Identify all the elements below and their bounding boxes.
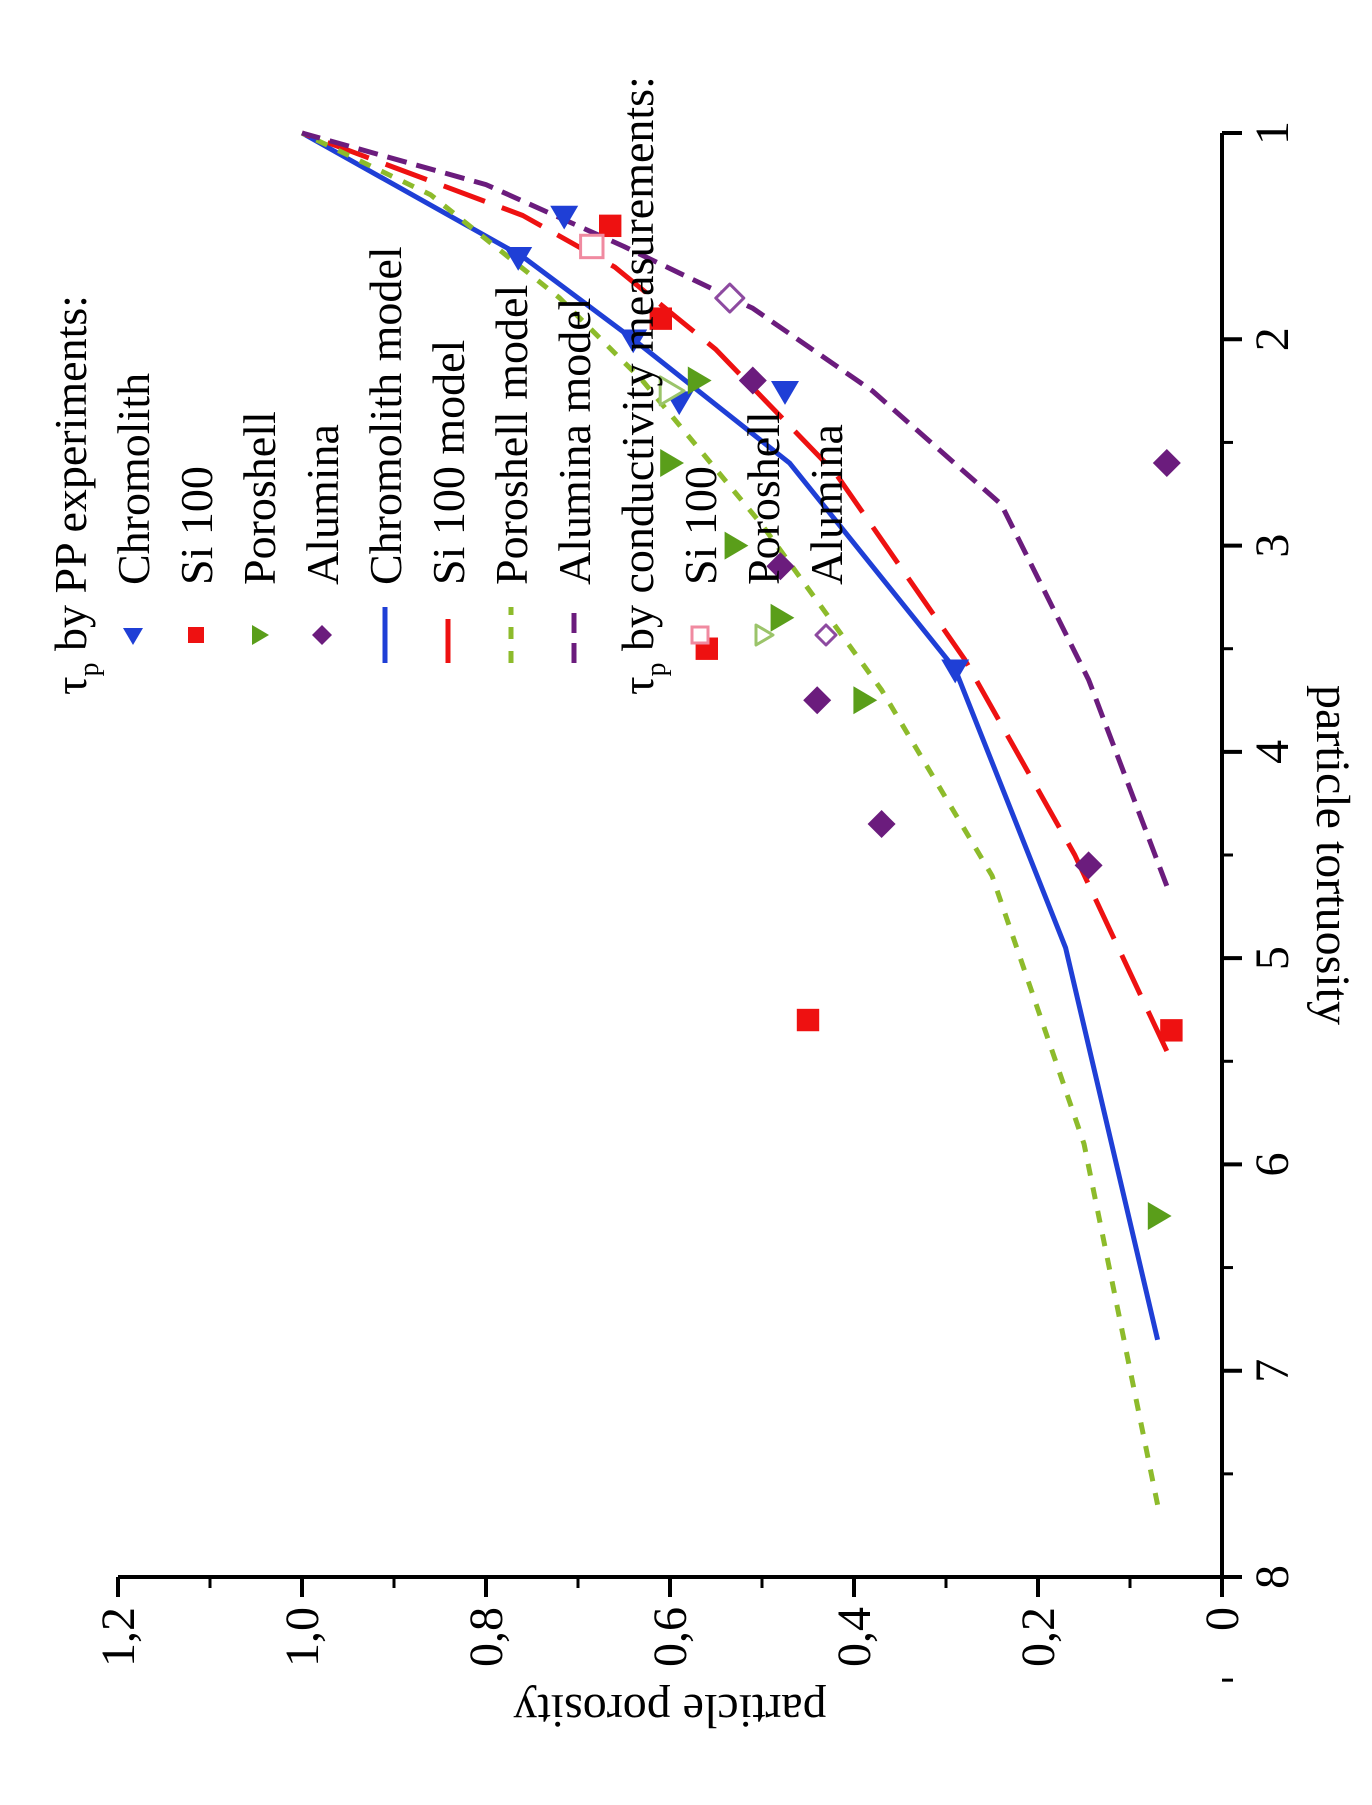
legend: τp by PP experiments: Chromolith Si 100 Por… <box>45 76 852 695</box>
data-point-chromolith <box>941 659 970 684</box>
data-point-alumina <box>803 686 832 715</box>
x-axis-title: particle tortuosity <box>1306 685 1359 1025</box>
data-point-alumina <box>1152 449 1181 478</box>
data-point-chromolith <box>619 329 648 354</box>
data-point-chromolith <box>550 205 579 230</box>
x-tick-label: 3 <box>1246 534 1299 558</box>
data-point-poroshell <box>724 531 749 560</box>
data-point-si-100 <box>1160 1019 1183 1042</box>
x-tick-label: 2 <box>1246 327 1299 351</box>
legend-swatch-marker <box>814 623 838 647</box>
legend-entry-label: Alumina <box>297 424 348 585</box>
legend-entry-label: Chromolith model <box>360 246 411 585</box>
legend-swatch-marker <box>754 623 775 647</box>
x-tick-label: 4 <box>1246 740 1299 764</box>
data-markers <box>504 205 1183 1230</box>
data-point-poroshell <box>660 449 684 478</box>
legend-group-title: τp by conductivity measurements: <box>612 76 672 695</box>
data-point-chromolith <box>504 246 533 271</box>
legend-swatch-marker <box>252 625 269 645</box>
data-point-poroshell <box>1147 1202 1172 1230</box>
x-tick-label: 5 <box>1246 946 1299 970</box>
legend-entry-label: Chromolith <box>108 373 159 585</box>
axes: 8 7 6 5 4 3 2 1 0 0,2 0,4 0,6 0,8 1,0 1,2 particle tort… <box>92 121 1359 1737</box>
data-point-poroshell-conductivity <box>658 375 686 407</box>
x-tick-label: 8 <box>1246 1565 1299 1589</box>
data-point-alumina <box>1074 851 1103 880</box>
model-lines <box>300 130 1170 1506</box>
legend-swatch-marker <box>123 628 143 645</box>
y-tick-label: 1,2 <box>92 1607 145 1667</box>
rotated-figure: 8 7 6 5 4 3 2 1 0 0,2 0,4 0,6 0,8 1,0 1,2 particle tort… <box>45 76 1359 1737</box>
x-tick-label: 1 <box>1246 121 1299 145</box>
y-tick-label: 0 <box>1196 1607 1249 1631</box>
legend-entry-label: Si 100 model <box>423 340 474 585</box>
legend-swatch-marker <box>690 625 710 645</box>
series-line-alumina-model <box>301 130 1170 887</box>
legend-entry-label: Poroshell <box>234 411 285 585</box>
legend-entry-label: Poroshell model <box>486 285 537 585</box>
x-tick-label: 7 <box>1246 1359 1299 1383</box>
y-tick-label: 0,6 <box>644 1607 697 1667</box>
data-point-si-100 <box>796 1008 820 1032</box>
data-point-alumina <box>867 810 896 839</box>
data-point-si-100 <box>649 307 672 330</box>
series-line-chromolith-model <box>300 130 1161 1341</box>
y-tick-label: 1,0 <box>276 1607 329 1667</box>
y-axis-title: particle porosity <box>513 1684 826 1737</box>
data-point-alumina-conductivity <box>714 282 746 314</box>
data-point-chromolith <box>771 381 799 405</box>
data-point-si-100 <box>599 214 622 238</box>
legend-group-title: τp by PP experiments: <box>45 295 105 695</box>
legend-swatch-marker <box>188 627 204 643</box>
y-tick-label: 0,4 <box>828 1607 881 1667</box>
series-line-si-100-model <box>301 130 1170 1053</box>
series-line-poroshell-model <box>300 130 1161 1506</box>
legend-entry-label: Si 100 <box>675 466 726 585</box>
data-point-alumina <box>766 552 795 581</box>
x-tick-label: 6 <box>1246 1152 1299 1176</box>
data-point-si-100-conductivity <box>579 233 605 260</box>
data-point-poroshell <box>687 366 712 395</box>
legend-entry-label: Poroshell <box>738 411 789 585</box>
legend-entry-label: Alumina model <box>549 298 600 585</box>
data-point-alumina <box>738 366 767 395</box>
legend-entry-label: Alumina <box>801 424 852 585</box>
legend-entry-label: Si 100 <box>171 466 222 585</box>
legend-swatch-marker <box>312 625 332 645</box>
data-point-poroshell <box>770 603 795 632</box>
y-tick-label: 0,2 <box>1012 1607 1065 1667</box>
y-tick-label: 0,8 <box>460 1607 513 1667</box>
data-point-poroshell <box>853 686 878 715</box>
